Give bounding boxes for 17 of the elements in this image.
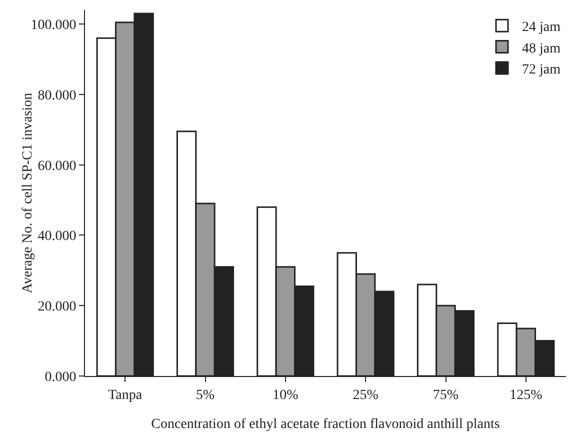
legend-label: 24 jam [522,20,561,36]
y-tick-label: 60.000 [38,158,76,174]
x-tick-label: 10% [272,388,299,403]
x-tick-label: 5% [196,388,215,403]
y-tick-label: 80.000 [38,88,76,104]
x-tick-label: 25% [352,388,379,403]
y-tick-label: 100.000 [30,18,76,33]
legend-label: 48 jam [522,41,561,56]
y-tick-label: 0.000 [44,370,76,385]
x-tick-label: 125% [510,388,543,403]
legend-label: 72 jam [522,62,561,78]
y-axis-title: Average No. of cell SP-C1 invasion [20,92,36,294]
y-tick-label: 40.000 [38,229,76,244]
y-tick-label: 20.000 [38,300,76,315]
x-tick-label: 75% [432,388,459,403]
x-tick-label: Tanpa [108,388,143,403]
x-axis-title: Concentration of ethyl acetate fraction flavonoid anthill plants [151,417,500,432]
